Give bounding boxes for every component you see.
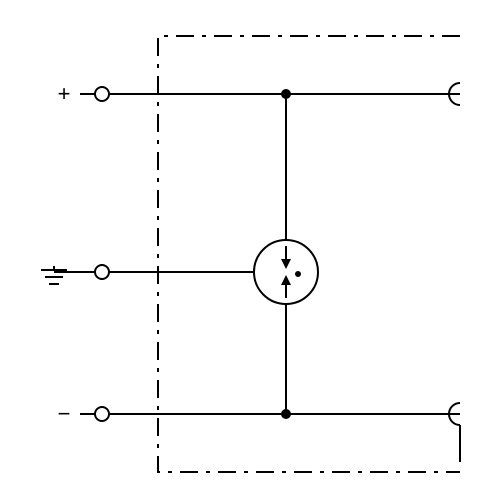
ground-symbol [41, 266, 67, 284]
wires [54, 94, 460, 414]
terminals [95, 87, 109, 421]
circuit-diagram: + − [0, 0, 500, 500]
center-component [254, 240, 318, 304]
plus-label: + [58, 81, 71, 106]
minus-label: − [58, 401, 71, 426]
right-connectors [449, 83, 460, 462]
